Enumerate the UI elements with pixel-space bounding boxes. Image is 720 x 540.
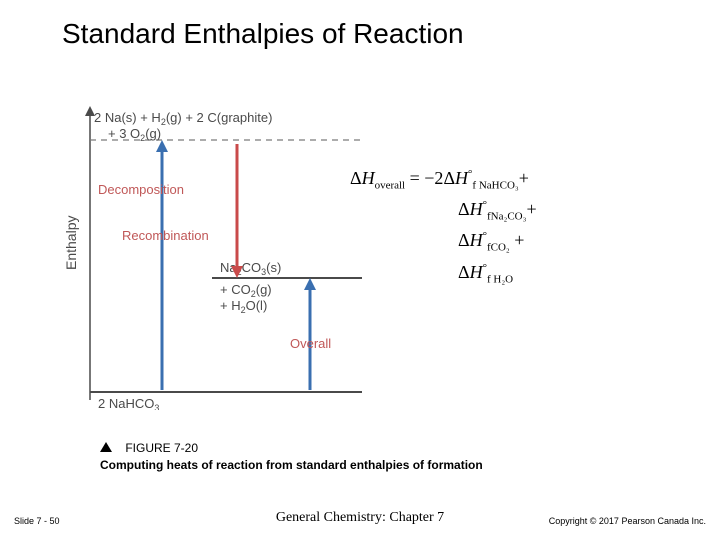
label-overall: Overall xyxy=(290,336,331,351)
svg-text:+ CO2(g): + CO2(g) xyxy=(220,282,272,299)
label-recombination: Recombination xyxy=(122,228,209,243)
svg-text:+ H2O(l): + H2O(l) xyxy=(220,298,267,315)
triangle-icon xyxy=(100,442,112,452)
equation-block: ΔHoverall = −2ΔH°f NaHCO₃+ ΔH°fNa₂CO₃+ Δ… xyxy=(350,164,537,289)
mid-reaction: Na2CO3(s) xyxy=(220,260,281,277)
copyright: Copyright © 2017 Pearson Canada Inc. xyxy=(549,516,706,526)
top-reaction: 2 Na(s) + H2(g) + 2 C(graphite) xyxy=(94,110,272,127)
y-axis-label: Enthalpy xyxy=(63,216,79,270)
bottom-reaction: 2 NaHCO3 xyxy=(98,396,159,410)
svg-text:+ 3 O2(g): + 3 O2(g) xyxy=(108,126,161,143)
equation-line-1: ΔHoverall = −2ΔH°f NaHCO₃+ xyxy=(350,164,537,195)
equation-line-2: ΔH°fNa₂CO₃+ xyxy=(350,195,537,226)
figure-caption: FIGURE 7-20 Computing heats of reaction … xyxy=(100,440,483,474)
label-decomposition: Decomposition xyxy=(98,182,184,197)
equation-line-4: ΔH°f H₂O xyxy=(350,258,537,289)
enthalpy-diagram: Enthalpy 2 Na(s) + H2(g) + 2 C(graphite)… xyxy=(62,100,372,410)
page-title: Standard Enthalpies of Reaction xyxy=(62,18,464,50)
equation-line-3: ΔH°fCO₂ + xyxy=(350,226,537,257)
figure-text: Computing heats of reaction from standar… xyxy=(100,458,483,472)
figure-number: FIGURE 7-20 xyxy=(125,441,198,455)
